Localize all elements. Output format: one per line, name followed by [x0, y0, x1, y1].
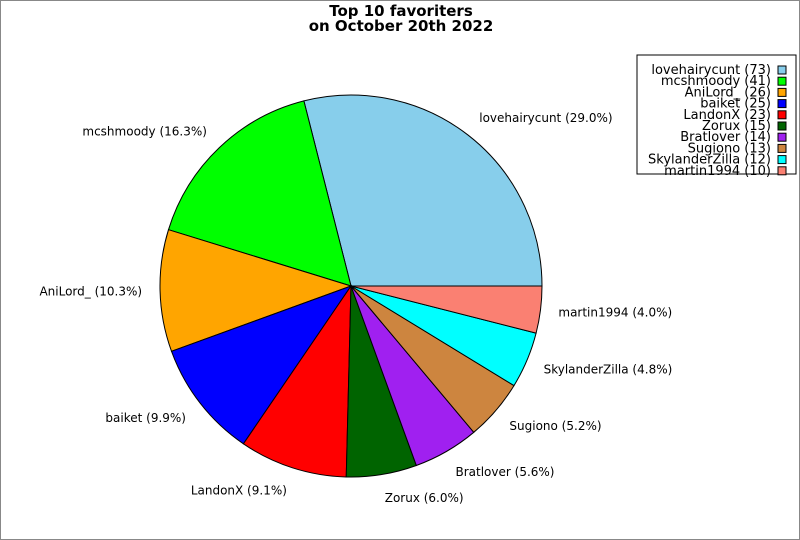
- legend-swatch: [777, 87, 787, 97]
- legend-swatch: [777, 76, 787, 86]
- slice-label: Bratlover (5.6%): [456, 465, 555, 479]
- slice-label: SkylanderZilla (4.8%): [544, 363, 673, 377]
- legend-entry: baiket (25): [700, 97, 771, 112]
- pie-slice-landonx: [242, 284, 352, 478]
- slice-label: lovehairycunt (29.0%): [479, 111, 612, 125]
- pie-slice-lovehairycunt: [303, 94, 543, 287]
- legend-entry: mcshmoody (41): [661, 74, 771, 89]
- legend-swatch: [777, 166, 787, 176]
- legend-swatch: [777, 155, 787, 165]
- legend-entry: martin1994 (10): [664, 164, 771, 179]
- pie-slice-baiket: [170, 284, 353, 445]
- legend-box: [636, 54, 797, 175]
- slice-label: AniLord_ (10.3%): [39, 284, 142, 298]
- legend-entry: Zorux (15): [702, 119, 771, 134]
- legend-entry: LandonX (23): [683, 108, 771, 123]
- slice-label: martin1994 (4.0%): [558, 306, 672, 320]
- legend-entry: Bratlover (14): [680, 130, 771, 145]
- slice-label: mcshmoody (16.3%): [82, 125, 207, 139]
- slice-label: baiket (9.9%): [105, 411, 186, 425]
- pie-slice-martin1994: [350, 285, 543, 334]
- legend-entry: AniLord_ (26): [685, 85, 771, 100]
- slice-label: Sugiono (5.2%): [509, 419, 601, 433]
- chart-title-line-2: on October 20th 2022: [309, 17, 494, 35]
- pie-slice-anilord-: [159, 229, 353, 352]
- legend-swatch: [777, 143, 787, 153]
- legend-swatch: [777, 110, 787, 120]
- legend-entry: lovehairycunt (73): [651, 63, 771, 78]
- slice-label: LandonX (9.1%): [191, 484, 287, 498]
- legend-entry: Sugiono (13): [688, 141, 771, 156]
- slice-label: Zorux (6.0%): [385, 491, 464, 505]
- legend-swatch: [777, 121, 787, 131]
- legend: lovehairycunt (73)mcshmoody (41)AniLord_…: [648, 63, 787, 179]
- pie-slice-mcshmoody: [167, 100, 352, 287]
- legend-swatch: [777, 99, 787, 109]
- legend-swatch: [777, 132, 787, 142]
- legend-entry: SkylanderZilla (12): [648, 153, 771, 168]
- legend-swatch: [777, 65, 787, 75]
- chart-title-line-1: Top 10 favoriters: [329, 2, 473, 20]
